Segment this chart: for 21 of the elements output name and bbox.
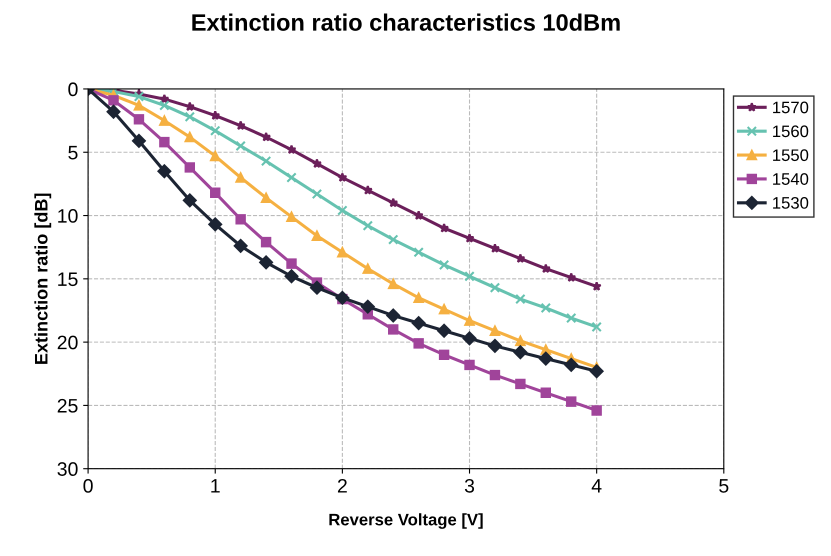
legend-label: 1530 xyxy=(773,197,808,209)
y-axis-title: Extinction ratio [dB] xyxy=(34,194,52,364)
y-tick-label: 10 xyxy=(58,209,78,223)
legend-label: 1570 xyxy=(773,102,808,114)
y-tick-label: 15 xyxy=(58,272,78,286)
x-axis-title: Reverse Voltage [V] xyxy=(329,513,483,529)
legend-label: 1550 xyxy=(773,149,808,162)
x-tick-label: 1 xyxy=(211,479,220,493)
y-tick-label: 20 xyxy=(58,336,78,350)
x-tick-label: 5 xyxy=(719,479,728,493)
legend-label: 1540 xyxy=(773,173,808,185)
legend-label: 1560 xyxy=(773,125,808,138)
y-tick-label: 5 xyxy=(68,146,78,160)
x-tick-label: 0 xyxy=(83,478,93,493)
chart-title: Extinction ratio characteristics 10dBm xyxy=(192,14,620,31)
x-tick-label: 3 xyxy=(464,478,474,493)
y-tick-label: 25 xyxy=(58,398,78,413)
x-tick-label: 4 xyxy=(592,479,602,493)
y-tick-label: 0 xyxy=(68,82,78,96)
x-tick-label: 2 xyxy=(338,478,347,493)
y-tick-label: 30 xyxy=(57,462,78,476)
